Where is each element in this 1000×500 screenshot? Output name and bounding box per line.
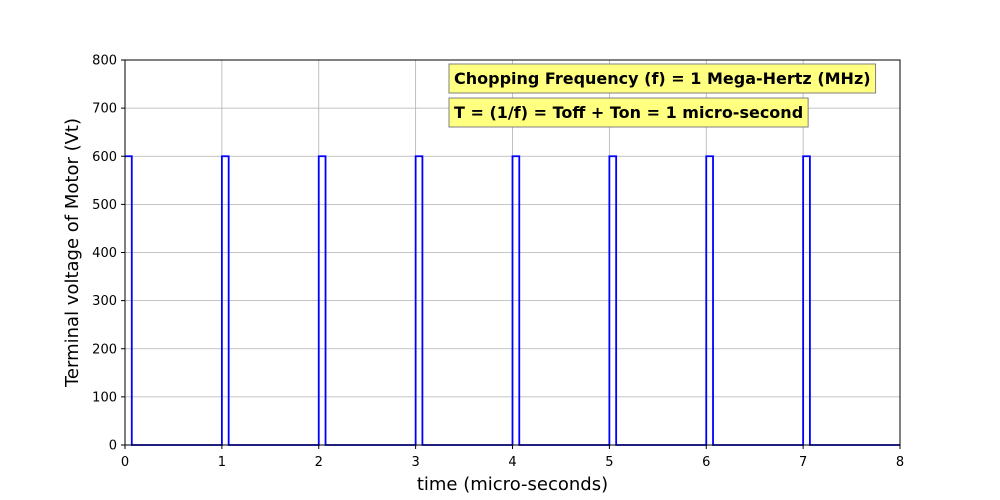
y-tick-label: 0 [109, 439, 117, 454]
annotation-box: Chopping Frequency (f) = 1 Mega-Hertz (M… [448, 63, 877, 94]
annotation-text: T = (1/f) = Toff + Ton = 1 micro-second [454, 103, 803, 122]
x-tick-label: 3 [411, 455, 419, 470]
x-tick-label: 5 [605, 455, 613, 470]
x-tick-label: 0 [121, 455, 129, 470]
x-axis-title: time (micro-seconds) [417, 474, 608, 495]
annotation-box: T = (1/f) = Toff + Ton = 1 micro-second [448, 97, 809, 128]
annotation-text: Chopping Frequency (f) = 1 Mega-Hertz (M… [454, 69, 871, 88]
x-tick-label: 1 [218, 455, 226, 470]
y-tick-label: 800 [92, 54, 117, 69]
y-tick-label: 500 [92, 198, 117, 213]
annotation-background [448, 97, 809, 128]
y-tick-label: 600 [92, 150, 117, 165]
x-tick-label: 2 [315, 455, 323, 470]
y-tick-label: 400 [92, 246, 117, 261]
x-tick-label: 6 [702, 455, 710, 470]
y-tick-label: 700 [92, 102, 117, 117]
x-tick-label: 8 [896, 455, 904, 470]
x-tick-label: 7 [799, 455, 807, 470]
axis-ticks: 0 1 2 3 4 5 6 7 8 0 100 200 300 400 500 600 700 800 [92, 54, 904, 471]
y-tick-label: 200 [92, 342, 117, 357]
y-axis-title: Terminal voltage of Motor (Vt) [62, 118, 83, 388]
y-tick-label: 300 [92, 294, 117, 309]
series-line [125, 155, 900, 446]
series-layer [125, 155, 900, 446]
annotations: Chopping Frequency (f) = 1 Mega-Hertz (M… [448, 63, 877, 128]
y-tick-label: 100 [92, 390, 117, 405]
annotation-background [448, 63, 877, 94]
x-tick-label: 4 [508, 455, 516, 470]
